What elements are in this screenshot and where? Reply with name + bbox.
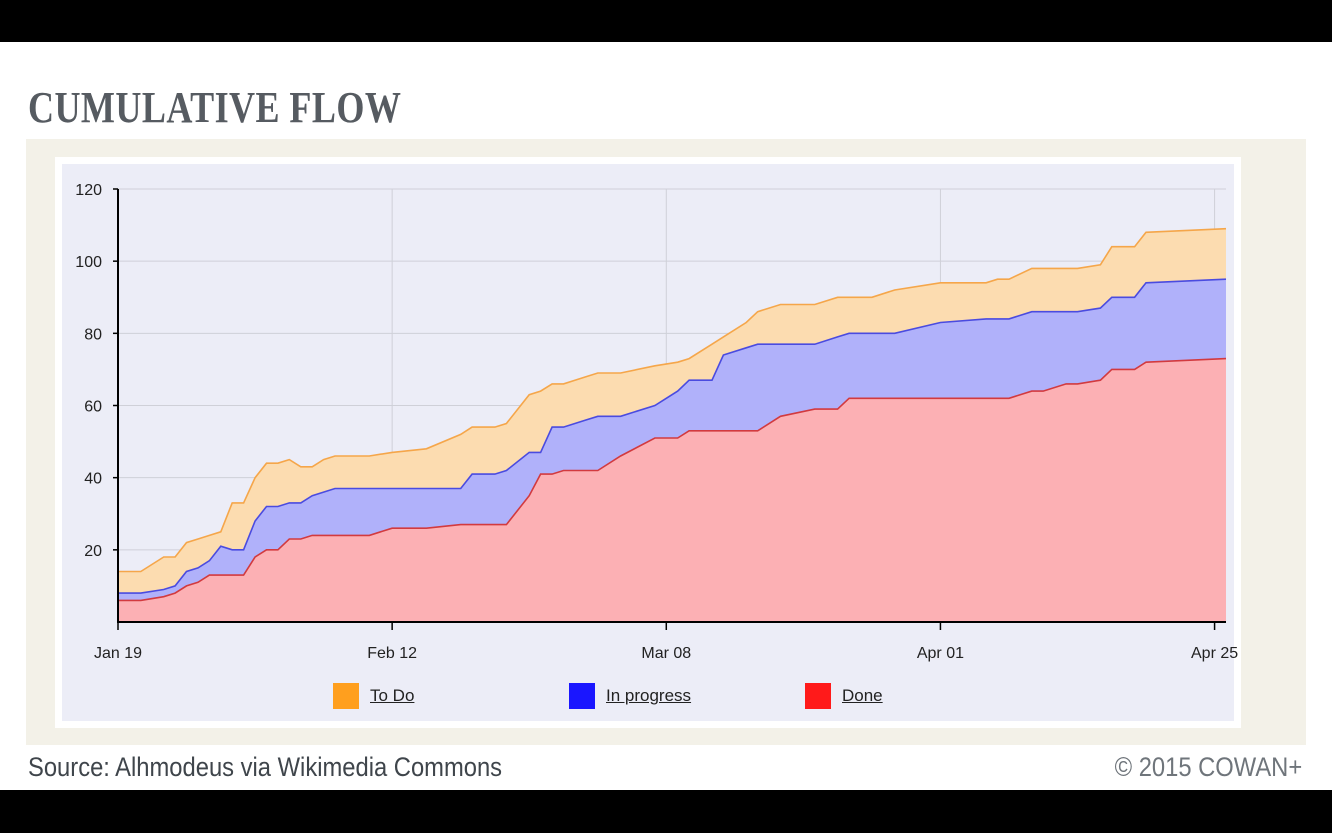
legend-item-todo[interactable]: To Do bbox=[333, 683, 414, 709]
legend-swatch-in-progress bbox=[569, 683, 595, 709]
y-tick-label: 100 bbox=[75, 254, 102, 271]
y-tick-label: 20 bbox=[84, 543, 102, 560]
legend-label-todo[interactable]: To Do bbox=[370, 686, 415, 705]
legend-label-done[interactable]: Done bbox=[842, 686, 883, 705]
y-tick-label: 60 bbox=[84, 399, 102, 416]
tick-labels: 20 40 60 80 100 120 Jan 19 Feb 12 Mar 08 Apr 01 Ap… bbox=[75, 182, 1238, 662]
y-tick-label: 40 bbox=[84, 471, 102, 488]
area-done bbox=[118, 358, 1226, 622]
source-credit: Source: Alhmodeus via Wikimedia Commons bbox=[28, 752, 503, 782]
line-done bbox=[118, 357, 1227, 602]
x-tick-label: Apr 25 bbox=[1191, 645, 1238, 662]
top-letterbox-bar bbox=[0, 0, 1332, 42]
slide-title: CUMULATIVE FLOW bbox=[28, 83, 402, 132]
copyright-notice: © 2015 COWAN+ bbox=[1114, 752, 1302, 782]
axes bbox=[113, 188, 1226, 630]
legend-swatch-done bbox=[805, 683, 831, 709]
legend-swatch-todo bbox=[333, 683, 359, 709]
legend-item-in-progress[interactable]: In progress bbox=[569, 683, 691, 709]
y-tick-label: 80 bbox=[84, 326, 102, 343]
bottom-letterbox-bar bbox=[0, 790, 1332, 833]
line-in-progress bbox=[118, 278, 1227, 594]
x-tick-label: Apr 01 bbox=[917, 645, 964, 662]
x-tick-label: Mar 08 bbox=[641, 645, 691, 662]
stacked-areas bbox=[118, 227, 1227, 622]
legend-item-done[interactable]: Done bbox=[805, 683, 883, 709]
y-tick-label: 120 bbox=[75, 182, 102, 199]
legend-label-in-progress[interactable]: In progress bbox=[606, 686, 692, 705]
line-to-do bbox=[118, 227, 1227, 573]
x-tick-label: Jan 19 bbox=[94, 645, 142, 662]
x-tick-label: Feb 12 bbox=[367, 645, 417, 662]
